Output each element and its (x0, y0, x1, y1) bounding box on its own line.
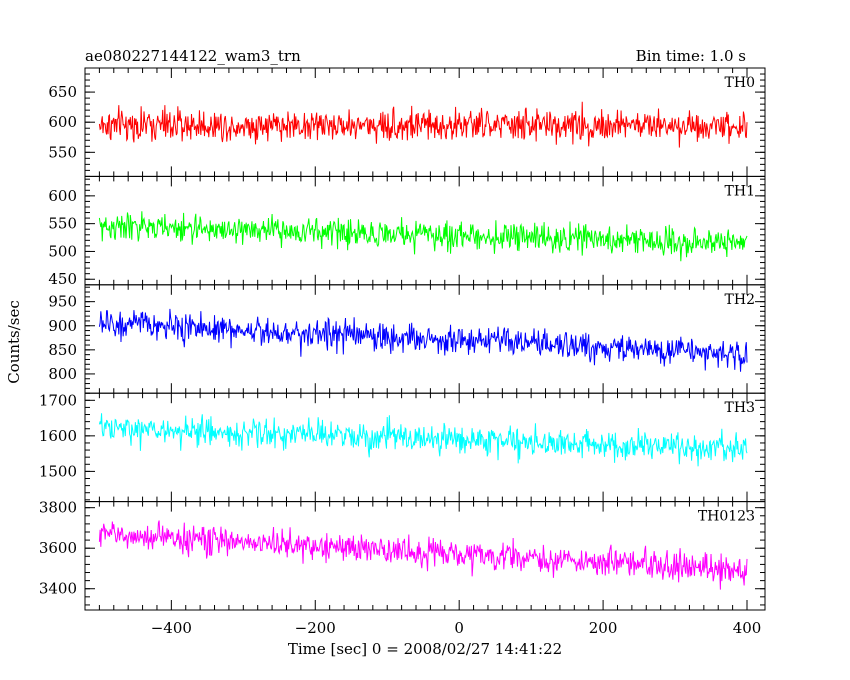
y-tick-label: 550 (48, 143, 77, 161)
x-tick-label: 200 (589, 619, 618, 637)
y-tick-label: 600 (48, 113, 77, 131)
x-axis-label: Time [sec] 0 = 2008/02/27 14:41:22 (288, 640, 562, 658)
panel-frame (84, 501, 766, 611)
series-th2 (98, 308, 748, 372)
x-axis: −400 −200 0 200 400 (151, 619, 762, 637)
x-tick-label: −200 (295, 619, 336, 637)
y-tick-label: 600 (48, 187, 77, 205)
x-tick-label: −400 (151, 619, 192, 637)
y-tick-label: 500 (48, 242, 77, 260)
x-tick-label: 0 (454, 619, 464, 637)
channel-label: TH1 (725, 183, 755, 199)
y-tick-label: 900 (48, 317, 77, 335)
y-tick-label: 650 (48, 83, 77, 101)
y-tick-label: 1600 (39, 427, 77, 445)
y-tick-label: 450 (48, 270, 77, 288)
panel-stack: 550 600 650 TH0 450 500 550 600 TH1 800 850 900 950 T… (39, 67, 766, 637)
series-th0123 (98, 520, 748, 590)
panel-th2: 800 850 900 950 TH2 (48, 284, 766, 394)
channel-label: TH3 (725, 400, 755, 416)
panel-th0123: 3400 3600 3800 TH0123 (39, 499, 766, 611)
y-tick-label: 3800 (39, 499, 77, 517)
bin-time-label: Bin time: 1.0 s (636, 47, 746, 65)
channel-label: TH0 (725, 75, 755, 91)
channel-label: TH0123 (698, 509, 755, 525)
y-tick-label: 950 (48, 293, 77, 311)
y-tick-label: 3600 (39, 539, 77, 557)
y-tick-label: 1500 (39, 462, 77, 480)
series-th3 (98, 413, 748, 467)
panel-th3: 1500 1600 1700 TH3 (39, 391, 766, 503)
y-tick-label: 850 (48, 341, 77, 359)
panel-th1: 450 500 550 600 TH1 (48, 175, 766, 288)
y-tick-label: 1700 (39, 391, 77, 409)
y-tick-label: 800 (48, 365, 77, 383)
y-axis-label: Counts/sec (5, 300, 23, 384)
x-tick-label: 400 (733, 619, 762, 637)
observation-id-label: ae080227144122_wam3_trn (85, 47, 301, 65)
series-th1 (98, 211, 748, 262)
series-th0 (98, 101, 748, 148)
channel-label: TH2 (725, 292, 755, 308)
panel-th0: 550 600 650 TH0 (48, 67, 766, 177)
y-tick-label: 550 (48, 215, 77, 233)
y-tick-label: 3400 (39, 580, 77, 598)
panel-frame (84, 284, 766, 394)
